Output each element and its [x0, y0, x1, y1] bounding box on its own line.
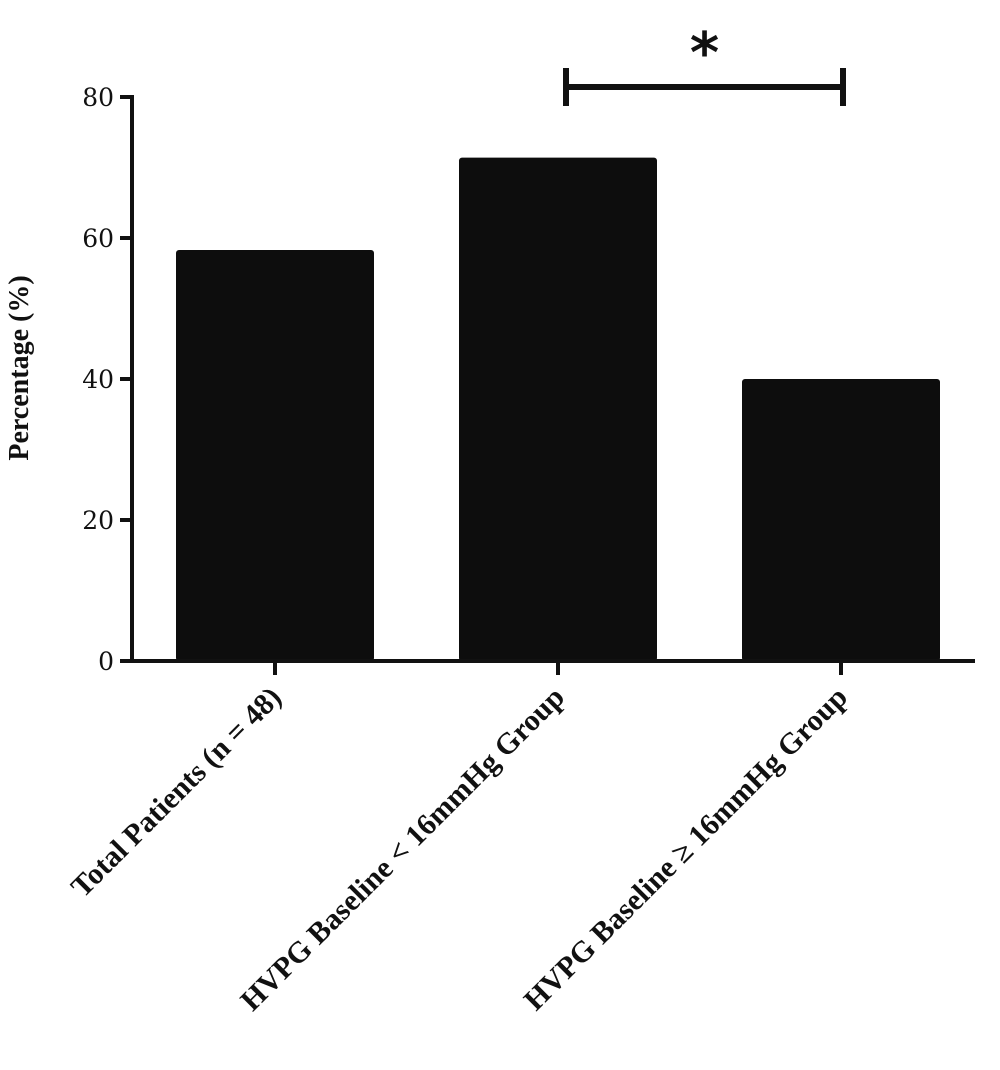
x-category-label: Total Patients (n = 48)	[65, 681, 288, 904]
y-tick-label: 20	[82, 506, 114, 535]
bar	[176, 249, 374, 662]
bars-layer	[176, 157, 940, 662]
bar	[459, 157, 657, 661]
bar	[742, 379, 940, 661]
x-category-label: HVPG Baseline ≥ 16mmHg Group	[518, 681, 854, 1017]
y-axis-title: Percentage (%)	[4, 275, 35, 460]
y-tick-label: 60	[82, 224, 114, 253]
y-tick-label: 40	[82, 365, 114, 394]
axes-layer	[120, 95, 975, 675]
annotation-layer: *	[563, 21, 846, 106]
y-tick-label: 0	[98, 647, 114, 676]
x-category-label: HVPG Baseline < 16mmHg Group	[234, 681, 571, 1018]
y-tick-label: 80	[82, 83, 114, 112]
significance-star: *	[690, 21, 719, 86]
